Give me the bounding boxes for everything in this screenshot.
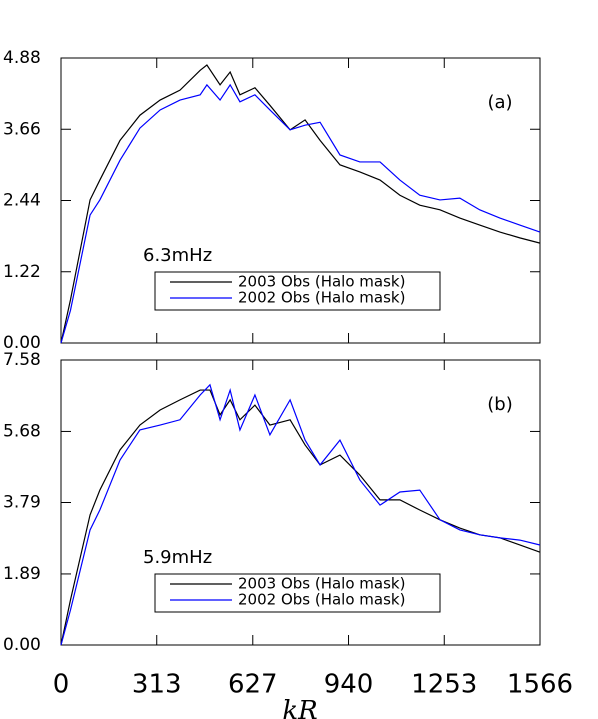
- legend-box: [154, 573, 441, 613]
- panel-label: (b): [487, 394, 512, 415]
- x-tick-label: 0: [53, 670, 70, 700]
- x-axis-label: kR: [282, 696, 317, 719]
- panel-label: (a): [487, 92, 512, 113]
- x-tick-label: 313: [132, 670, 182, 700]
- y-tick-label: 1.89: [3, 564, 41, 584]
- x-tick-label: 1253: [411, 670, 477, 700]
- data-line: [60, 83, 541, 344]
- y-tick-label: 3.66: [3, 119, 41, 139]
- annotation: 6.3mHz: [143, 245, 212, 266]
- data-line: [60, 383, 541, 646]
- y-tick-label: 1.22: [3, 262, 41, 282]
- x-tick-label: 1566: [507, 670, 573, 700]
- legend-label: 2002 Obs (Halo mask): [238, 591, 405, 609]
- y-tick-label: 5.68: [3, 421, 41, 441]
- x-tick-label: 627: [228, 670, 278, 700]
- x-tick-label: 940: [324, 670, 374, 700]
- y-tick-label: 4.88: [3, 48, 41, 68]
- y-tick-label: 3.79: [3, 493, 41, 513]
- annotation: 5.9mHz: [143, 547, 212, 568]
- legend-label: 2002 Obs (Halo mask): [238, 289, 405, 307]
- legend-label: 2003 Obs (Halo mask): [238, 575, 405, 593]
- y-tick-label: 2.44: [3, 191, 41, 211]
- data-line: [60, 64, 541, 344]
- legend-box: [154, 271, 441, 311]
- legend-label: 2003 Obs (Halo mask): [238, 273, 405, 291]
- y-tick-label: 7.58: [3, 350, 41, 370]
- y-tick-label: 0.00: [3, 333, 41, 353]
- y-tick-label: 0.00: [3, 635, 41, 655]
